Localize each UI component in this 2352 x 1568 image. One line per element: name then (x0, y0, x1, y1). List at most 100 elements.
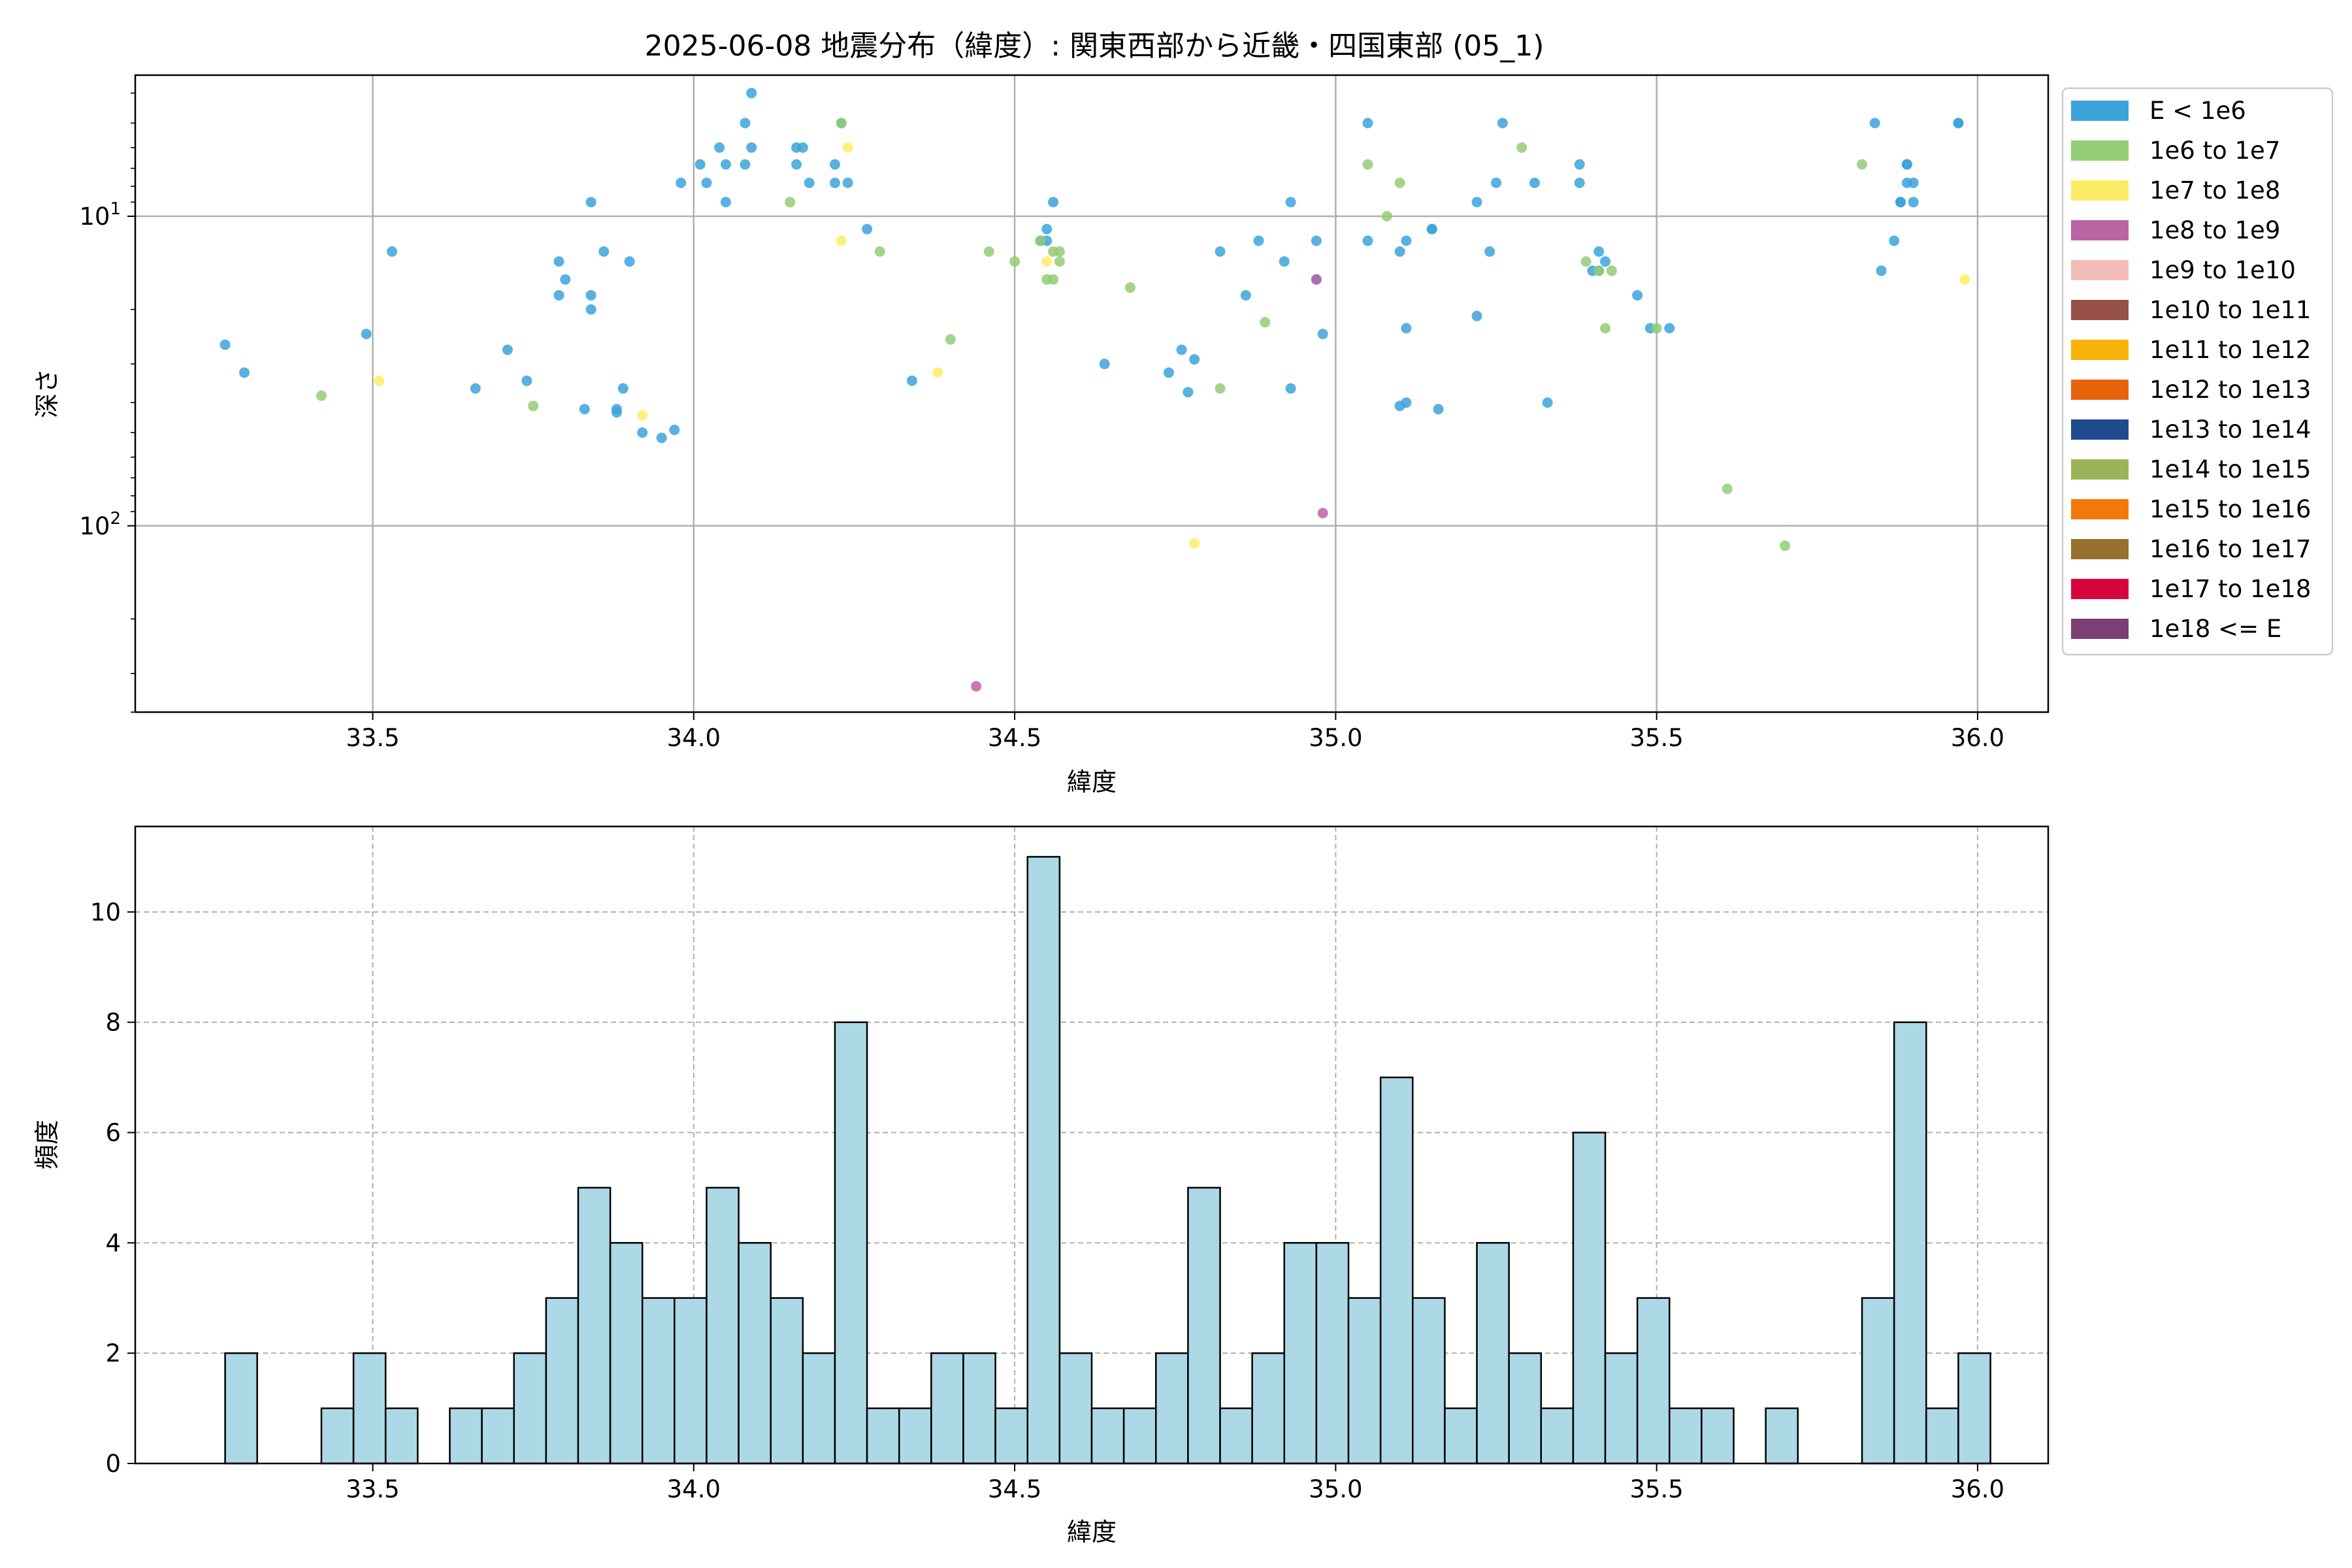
scatter-point (1722, 483, 1733, 495)
scatter-point (553, 256, 564, 267)
histogram-bar (898, 1407, 932, 1465)
scatter-point (829, 159, 840, 170)
legend-label: 1e12 to 1e13 (2149, 376, 2311, 404)
histogram-bar (1540, 1407, 1575, 1465)
histogram-bar (930, 1352, 964, 1465)
scatter-point (1426, 223, 1437, 235)
histogram-y-tick-label: 0 (105, 1450, 121, 1478)
legend-box (2061, 87, 2334, 656)
scatter-point (836, 118, 847, 129)
legend-label: 1e9 to 1e10 (2149, 256, 2296, 284)
histogram-bar (320, 1407, 355, 1465)
histogram-bar (1572, 1132, 1607, 1465)
scatter-point (1054, 246, 1065, 257)
scatter-point (553, 289, 564, 301)
scatter-point (1953, 118, 1964, 129)
legend-label: 1e17 to 1e18 (2149, 575, 2311, 603)
legend-swatch (2071, 579, 2129, 599)
scatter-point (714, 142, 725, 153)
scatter-point (1362, 159, 1373, 170)
scatter-point (720, 197, 731, 208)
scatter-point (1362, 235, 1373, 246)
scatter-point (1163, 367, 1174, 378)
scatter-point (797, 142, 808, 153)
scatter-point (1054, 256, 1065, 267)
scatter-point (701, 177, 712, 188)
scatter-point (1600, 323, 1611, 334)
histogram-bar (1444, 1407, 1478, 1465)
legend-swatch (2071, 340, 2129, 360)
legend-label: 1e10 to 1e11 (2149, 296, 2311, 324)
histogram-bar (545, 1297, 580, 1465)
histogram-bar (866, 1407, 900, 1465)
histogram-bar (706, 1186, 740, 1465)
scatter-point (1041, 223, 1053, 235)
scatter-point (598, 246, 610, 257)
scatter-point (1124, 282, 1135, 293)
histogram-bar (1701, 1407, 1735, 1465)
legend-label: 1e8 to 1e9 (2149, 216, 2280, 244)
histogram-bar (1058, 1352, 1093, 1465)
legend-label: 1e6 to 1e7 (2149, 137, 2280, 165)
scatter-point (1311, 274, 1322, 285)
legend-swatch (2071, 101, 2129, 121)
histogram-bar (641, 1297, 676, 1465)
histogram-x-tick-label: 34.0 (667, 1475, 721, 1503)
histogram-bar (577, 1186, 612, 1465)
scatter-point (1574, 177, 1585, 188)
legend-swatch (2071, 459, 2129, 480)
histogram-y-tick-label: 6 (105, 1119, 121, 1147)
scatter-point (669, 424, 680, 435)
histogram-bar (1090, 1407, 1125, 1465)
legend-label: 1e15 to 1e16 (2149, 495, 2311, 523)
scatter-point (1471, 197, 1482, 208)
legend-label: 1e13 to 1e14 (2149, 416, 2311, 444)
scatter-point (387, 246, 398, 257)
scatter-point (1433, 404, 1444, 415)
scatter-point (694, 159, 706, 170)
histogram-bar (449, 1407, 483, 1465)
chart-title: 2025-06-08 地震分布（緯度）: 関東西部から近畿・四国東部 (05_1… (645, 29, 1544, 63)
scatter-point (1593, 246, 1605, 257)
scatter-point (1381, 211, 1392, 222)
histogram-x-tick-label: 34.5 (988, 1475, 1041, 1503)
scatter-point (746, 88, 757, 99)
scatter-point (746, 142, 757, 153)
scatter-point (836, 235, 847, 246)
histogram-axes: 33.5 34.0 34.5 35.0 35.5 36.0 0 2 4 6 8 10 (90, 898, 2004, 1503)
scatter-point (906, 375, 917, 386)
scatter-point (1401, 235, 1412, 246)
histogram-bar (1347, 1297, 1382, 1465)
histogram-bar (1861, 1297, 1895, 1465)
histogram-bar (1026, 856, 1061, 1465)
scatter-point (1491, 177, 1502, 188)
legend-label: 1e16 to 1e17 (2149, 535, 2311, 563)
scatter-point (1895, 197, 1906, 208)
scatter-point (1362, 118, 1373, 129)
histogram-x-tick-label: 35.0 (1309, 1475, 1362, 1503)
scatter-point (874, 246, 885, 257)
scatter-point (1317, 508, 1328, 519)
scatter-point (316, 390, 327, 401)
scatter-point (1542, 397, 1553, 408)
legend-swatch (2071, 499, 2129, 519)
scatter-point (521, 375, 532, 386)
scatter-point (637, 427, 648, 438)
scatter-x-tick-label: 33.5 (346, 724, 399, 752)
legend-swatch (2071, 180, 2129, 201)
histogram-bar (1669, 1407, 1703, 1465)
scatter-point (1664, 323, 1675, 334)
scatter-point (1260, 317, 1271, 328)
scatter-point (361, 329, 372, 340)
histogram-x-tick-label: 35.5 (1629, 1475, 1683, 1503)
scatter-point (1516, 142, 1527, 153)
scatter-point (676, 177, 687, 188)
scatter-point (585, 304, 596, 315)
scatter-point (579, 404, 590, 415)
scatter-point (1580, 256, 1592, 267)
scatter-x-tick-label: 35.5 (1629, 724, 1683, 752)
scatter-point (1529, 177, 1540, 188)
histogram-bar (1508, 1352, 1543, 1465)
